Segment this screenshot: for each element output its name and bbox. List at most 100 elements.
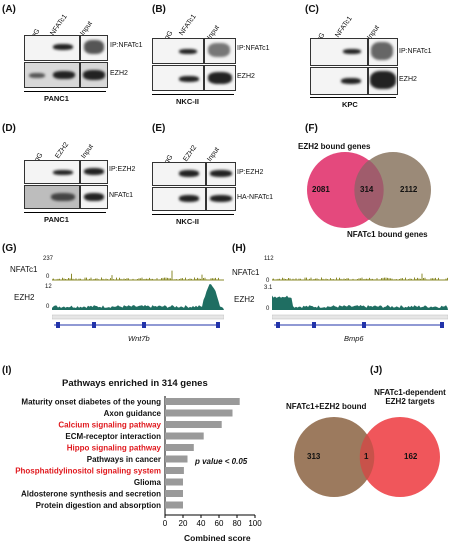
- cell-line-label: NKC-II: [176, 97, 199, 106]
- blot-b2: [152, 65, 204, 91]
- blot-d1-input: [80, 160, 108, 184]
- row-label: IP:EZH2: [237, 169, 264, 176]
- blot-c2-input: [368, 67, 398, 95]
- blot-c1: [310, 38, 368, 66]
- venn-circle-bound: [294, 417, 374, 497]
- blot-d2: [24, 185, 80, 209]
- panel-a-label: (A): [2, 4, 16, 15]
- row-label: EZH2: [399, 76, 417, 83]
- panel-g-label: (G): [2, 243, 17, 254]
- track-label: EZH2: [234, 295, 255, 304]
- bar-category-label: Calcium signaling pathway: [58, 421, 161, 430]
- panel-i-label: (I): [2, 365, 12, 376]
- bar: [165, 432, 204, 440]
- bar-category-label: Hippo signaling pathway: [67, 444, 162, 453]
- track-plot-h: [272, 273, 448, 328]
- panel-e-label: (E): [152, 123, 166, 134]
- venn-overlap-count: 314: [360, 185, 374, 194]
- row-label: EZH2: [110, 70, 128, 77]
- blot-a2: [24, 62, 80, 88]
- row-label: IP:EZH2: [109, 166, 136, 173]
- row-label: IP:NFATc1: [399, 48, 432, 55]
- cell-line-label: PANC1: [44, 94, 69, 103]
- lane-label: NFATc1: [178, 13, 198, 37]
- venn-j-left-count: 313: [307, 452, 321, 461]
- blot-b1-input: [204, 38, 236, 64]
- bar-category-label: Maturity onset diabetes of the young: [21, 398, 161, 407]
- venn-j-right-title: NFATc1-dependent EZH2 targets: [374, 388, 446, 406]
- venn-j-right-count: 162: [404, 452, 418, 461]
- blot-a1: [24, 35, 80, 61]
- track-label: EZH2: [14, 293, 35, 302]
- bar-category-label: Phosphatidylinositol signaling system: [15, 467, 161, 476]
- blot-e1: [152, 162, 206, 186]
- row-label: NFATc1: [109, 192, 133, 199]
- x-tick-label: 80: [233, 519, 242, 528]
- x-axis-label: Combined score: [184, 533, 251, 543]
- track-scale: 3.1: [264, 285, 273, 291]
- blot-b1: [152, 38, 204, 64]
- lane-label: EZH2: [54, 141, 71, 160]
- track-scale: 0: [46, 274, 50, 280]
- bar: [165, 455, 188, 463]
- bar-category-label: Aldosterone synthesis and secretion: [21, 490, 161, 499]
- venn-j-left-title: NFATc1+EZH2 bound: [286, 402, 367, 411]
- gene-label: Wnt7b: [128, 334, 150, 343]
- lane-label: Input: [206, 146, 221, 163]
- track-scale: 0: [266, 278, 270, 284]
- blot-e1-input: [206, 162, 236, 186]
- x-tick-label: 0: [163, 519, 168, 528]
- track-label: NFATc1: [10, 265, 38, 274]
- x-tick-label: 60: [215, 519, 224, 528]
- blot-c2: [310, 67, 368, 95]
- lane-label: EZH2: [182, 144, 199, 163]
- panel-h-label: (H): [232, 243, 246, 254]
- venn-j-overlap: [359, 434, 375, 480]
- bar-category-label: ECM-receptor interaction: [65, 432, 161, 441]
- bar-category-label: Pathways in cancer: [87, 455, 161, 464]
- venn-top-label: EZH2 bound genes: [298, 142, 371, 151]
- panel-j-label: (J): [370, 365, 383, 376]
- venn-j: [294, 417, 440, 497]
- blot-a2-input: [80, 62, 108, 88]
- blot-e2: [152, 187, 206, 211]
- bar: [165, 421, 222, 428]
- panel-d-label: (D): [2, 123, 16, 134]
- blot-a1-input: [80, 35, 108, 61]
- row-label: IP:NFATc1: [237, 45, 270, 52]
- venn-j-overlap-count: 1: [364, 452, 369, 461]
- blot-b2-input: [204, 65, 236, 91]
- bar: [165, 444, 194, 451]
- cell-line-label: PANC1: [44, 215, 69, 224]
- track-label: NFATc1: [232, 268, 260, 277]
- venn-circle-dependent: [360, 417, 440, 497]
- venn-overlap: [354, 160, 384, 220]
- bar: [165, 398, 240, 405]
- bar-chart: Maturity onset diabetes of the young Axon…: [15, 396, 262, 528]
- panel-c-label: (C): [305, 4, 319, 15]
- track-plot-g: [52, 270, 224, 328]
- p-value-label: p value < 0.05: [195, 457, 248, 466]
- lane-label: Input: [80, 143, 95, 160]
- blot-c1-input: [368, 38, 398, 66]
- venn-bottom-label: NFATc1 bound genes: [347, 230, 428, 239]
- venn-right-count: 2112: [400, 185, 418, 194]
- x-tick-label: 40: [197, 519, 206, 528]
- bar-category-label: Glioma: [134, 478, 162, 487]
- x-tick-label: 100: [248, 519, 262, 528]
- bar-category-label: Protein digestion and absorption: [36, 501, 161, 510]
- cell-line-label: KPC: [342, 100, 358, 109]
- panel-f-label: (F): [305, 123, 318, 134]
- chart-title: Pathways enriched in 314 genes: [62, 378, 208, 389]
- bar-category-label: Axon guidance: [104, 409, 162, 418]
- blot-d1: [24, 160, 80, 184]
- track-scale: 237: [43, 256, 54, 262]
- lane-label: NFATc1: [49, 13, 69, 37]
- track-scale: 0: [46, 304, 50, 310]
- panel-b-label: (B): [152, 4, 166, 15]
- row-label: HA-NFATc1: [237, 194, 274, 201]
- lane-label: NFATc1: [334, 15, 354, 39]
- cell-line-label: NKC-II: [176, 217, 199, 226]
- row-label: IP:NFATc1: [110, 42, 143, 49]
- bar: [165, 467, 184, 474]
